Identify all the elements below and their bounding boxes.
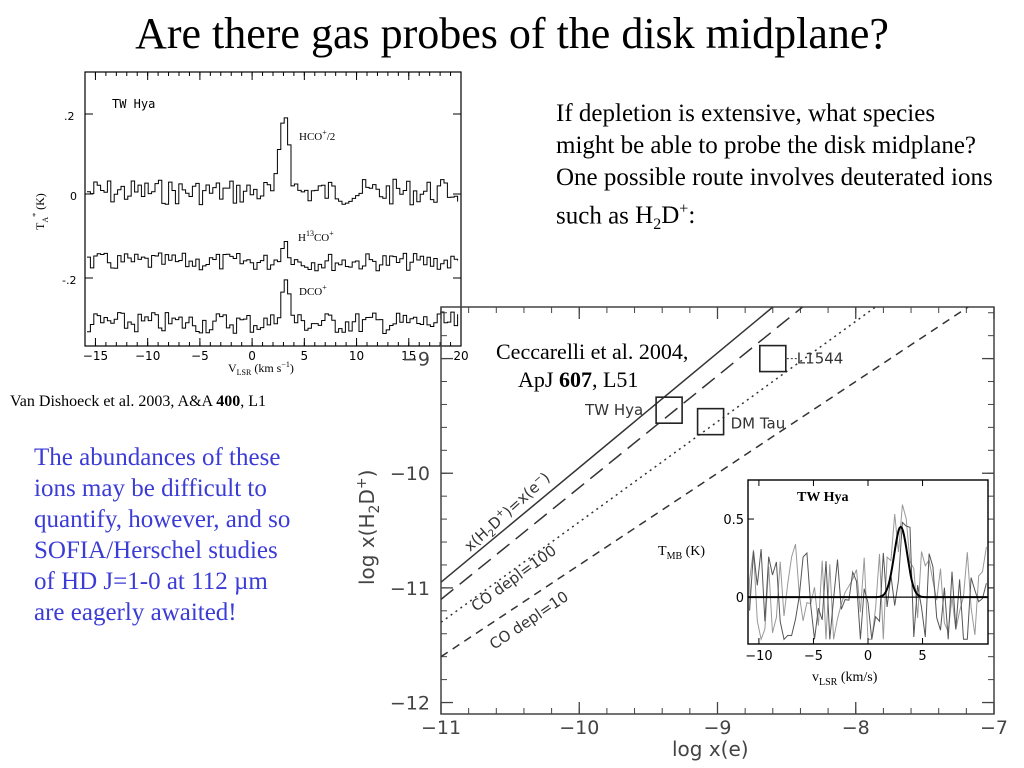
species-formula: H2D+:: [635, 201, 696, 234]
chart-series-line: [441, 307, 970, 658]
spectra-xtick-label: −10: [135, 349, 160, 363]
spectra-xlabel: VLSR (km s−1): [228, 360, 294, 377]
spectra-xtick-label: −15: [83, 349, 108, 363]
inset-xtick-label: 0: [864, 649, 872, 664]
spectra-label-h13co: H13CO+: [298, 229, 334, 244]
chart-ytick-label: −12: [390, 693, 430, 715]
chart-ytick-label: −11: [390, 578, 430, 600]
spectra-source-label: TW Hya: [112, 97, 155, 111]
spectra-xtick-labels: −15 −10 −5 0 5 10 15 20: [83, 349, 469, 363]
line-label-equal: x(H2D+)=x(e−): [461, 469, 556, 558]
chart-xtick-labels: −11 −10 −9 −8 −7: [421, 717, 1008, 739]
dco-trace: [87, 279, 459, 334]
spectra-xtick-label: 15: [401, 349, 416, 363]
object-label: TW Hya: [584, 401, 643, 419]
chart-xtick-label: −7: [980, 717, 1008, 739]
inset-xtick-label: −5: [804, 649, 823, 664]
hco-trace: [87, 117, 459, 206]
spectra-traces: [87, 117, 459, 334]
inset-trace: [749, 504, 987, 642]
h13co-trace: [87, 241, 459, 272]
intro-paragraph: If depletion is extensive, what species …: [556, 98, 996, 241]
inset-ytick-label: 0: [736, 591, 744, 606]
inset-xtick-label: −10: [745, 649, 772, 664]
slide-title: Are there gas probes of the disk midplan…: [135, 9, 889, 58]
chart-xtick-label: −10: [559, 717, 599, 739]
chart-series-line: [441, 307, 775, 583]
inset-spectrum: [748, 480, 988, 644]
citation-ceccarelli: Ceccarelli et al. 2004, ApJ 607, L51: [496, 339, 689, 392]
spectra-xtick-label: −5: [191, 349, 209, 363]
object-marker: [758, 344, 787, 373]
chart-xtick-label: −8: [842, 717, 870, 739]
inset-frame: [747, 479, 989, 645]
citation-vandishoeck: Van Dishoeck et al. 2003, A&A 400, L1: [10, 393, 266, 410]
note-paragraph: The abundances of these ions may be diff…: [34, 444, 291, 626]
chart-ylabel: log x(H2D+): [354, 470, 383, 585]
object-label: L1544: [797, 350, 844, 368]
object-marker: [696, 407, 725, 436]
spectra-xtick-label: 0: [248, 349, 256, 363]
inset-ytick-label: 0.5: [723, 513, 744, 528]
spectra-label-hco: HCO+/2: [299, 128, 335, 143]
chart-ytick-label: −10: [390, 463, 430, 485]
chart-xtick-label: −11: [421, 717, 461, 739]
inset-xlabel: vLSR (km/s): [812, 670, 878, 688]
chart-ytick-labels: −9 −10 −11 −12: [390, 349, 430, 715]
intro-text: If depletion is extensive, what species …: [556, 100, 993, 230]
chart-objects: TW Hya DM Tau L1544: [584, 344, 844, 436]
chart-series: [441, 307, 970, 658]
inset-title: TW Hya: [797, 490, 848, 505]
object-marker: [655, 396, 683, 424]
citation-ceccarelli-authors: Ceccarelli et al. 2004,: [496, 339, 689, 364]
spectra-ytick-label: -.2: [62, 274, 76, 287]
spectra-xtick-label: 5: [301, 349, 309, 363]
spectra-ytick-label: 0: [70, 190, 77, 203]
inset-fit-curve: [748, 525, 988, 599]
chart-xtick-label: −9: [703, 717, 731, 739]
object-label: DM Tau: [731, 415, 786, 433]
chart-xlabel: log x(e): [672, 737, 749, 761]
spectra-xtick-label: 20: [453, 349, 468, 363]
inset-xtick-label: 5: [918, 649, 926, 664]
spectra-xtick-label: 10: [349, 349, 364, 363]
inset-tick-labels: −10 −5 0 5 0 0.5: [723, 513, 926, 664]
inset-trace: [749, 521, 987, 641]
spectra-label-dco: DCO+: [299, 283, 327, 298]
spectra-ylabel: TA* (K): [31, 193, 50, 230]
spectra-ytick-label: .2: [64, 110, 75, 123]
chart-ytick-label: −9: [402, 349, 430, 371]
inset-ylabel: TMB (K): [658, 544, 705, 562]
